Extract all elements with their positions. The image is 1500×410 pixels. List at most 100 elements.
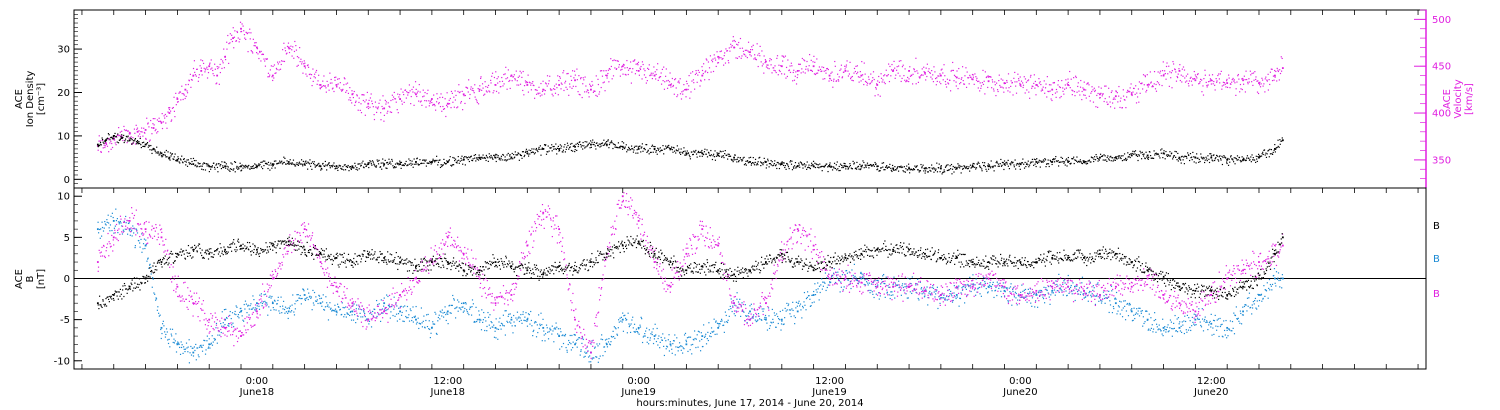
velocity-sample <box>908 80 910 83</box>
ion-density-sample <box>320 169 322 171</box>
ion-density-sample <box>987 168 990 170</box>
velocity-sample <box>305 73 307 75</box>
ion-density-point <box>876 165 879 168</box>
by-sample <box>704 335 706 337</box>
ion-density-sample <box>789 161 791 163</box>
ion-density-sample <box>459 160 461 162</box>
ion-density-sample <box>1157 153 1160 155</box>
by-sample <box>531 325 533 327</box>
ion-density-sample <box>485 154 487 157</box>
ion-density-sample <box>1054 158 1056 160</box>
ion-density-sample <box>324 165 326 168</box>
by-sample <box>169 346 171 348</box>
ion-density-sample <box>956 166 958 168</box>
velocity-sample <box>1144 74 1146 77</box>
ion-density-sample <box>918 171 920 173</box>
ion-density-sample <box>752 156 754 159</box>
by-sample <box>286 307 288 309</box>
ion-density-sample <box>841 167 843 169</box>
by-sample <box>674 354 676 356</box>
ion-density-sample <box>272 165 274 167</box>
ion-density-sample <box>572 145 574 148</box>
velocity-sample <box>766 64 768 66</box>
by-sample <box>648 329 650 331</box>
ion-density-sample <box>965 167 967 170</box>
ion-density-sample <box>1184 155 1186 157</box>
ion-density-sample <box>1124 157 1127 159</box>
ion-density-sample <box>679 151 681 153</box>
ion-density-sample <box>171 153 174 155</box>
by-sample <box>641 341 644 344</box>
by-sample <box>341 313 343 316</box>
by-sample <box>686 337 689 339</box>
velocity-sample <box>1144 76 1146 78</box>
ion-density-sample <box>599 146 601 148</box>
ion-density-sample <box>808 167 811 169</box>
ion-density-sample <box>369 160 371 162</box>
velocity-sample <box>556 87 558 89</box>
ion-density-sample <box>464 156 466 158</box>
velocity-sample <box>578 75 580 77</box>
by-sample <box>342 306 344 309</box>
ion-density-sample <box>1093 156 1096 158</box>
velocity-sample <box>206 77 209 79</box>
velocity-point <box>367 102 370 105</box>
velocity-sample <box>284 47 286 49</box>
ion-density-sample <box>343 164 345 166</box>
by-sample <box>532 335 534 337</box>
ion-density-sample <box>339 165 342 167</box>
ion-density-sample <box>1071 158 1073 160</box>
ion-density-sample <box>682 152 684 154</box>
ion-density-sample <box>229 170 231 173</box>
by-sample <box>375 299 378 302</box>
ion-density-sample <box>1193 156 1195 158</box>
by-sample <box>298 297 301 299</box>
by-sample <box>389 317 391 319</box>
ion-density-sample <box>1184 155 1187 157</box>
ion-density-sample <box>509 154 511 156</box>
ion-density-sample <box>208 171 210 173</box>
by-sample <box>421 322 423 324</box>
ion-density-sample <box>509 155 511 157</box>
by-sample <box>629 331 632 334</box>
velocity-sample <box>700 80 702 82</box>
by-sample <box>433 323 436 325</box>
velocity-sample <box>250 49 252 52</box>
ion-density-sample <box>1058 165 1060 167</box>
ion-density-sample <box>227 168 229 170</box>
ion-density-sample <box>1059 161 1061 163</box>
ion-density-sample <box>393 166 396 168</box>
velocity-sample <box>697 74 699 76</box>
ion-density-sample <box>1006 161 1008 163</box>
ion-density-sample <box>556 147 559 149</box>
ion-density-sample <box>912 168 915 170</box>
ion-density-sample <box>620 145 622 148</box>
by-sample <box>528 314 530 316</box>
by-sample <box>589 355 591 357</box>
by-sample <box>474 321 476 323</box>
ion-density-sample <box>368 162 370 164</box>
by-sample <box>321 305 323 307</box>
ion-density-sample <box>676 145 678 147</box>
velocity-sample <box>582 77 584 79</box>
ion-density-sample <box>730 158 732 161</box>
velocity-sample <box>289 47 291 50</box>
velocity-sample <box>256 48 259 50</box>
ion-density-sample <box>1093 158 1095 160</box>
ion-density-sample <box>1213 154 1215 156</box>
velocity-sample <box>463 93 465 95</box>
by-sample <box>138 240 140 242</box>
velocity-sample <box>657 63 659 65</box>
velocity-sample <box>357 109 359 111</box>
by-sample <box>703 324 705 326</box>
ion-density-sample <box>682 150 685 153</box>
velocity-sample <box>1183 69 1186 71</box>
ion-density-sample <box>220 167 223 170</box>
velocity-sample <box>1092 101 1095 103</box>
ion-density-point <box>717 154 720 157</box>
velocity-sample <box>640 65 642 68</box>
velocity-sample <box>280 63 282 66</box>
velocity-sample <box>717 62 720 64</box>
ion-density-sample <box>132 142 134 144</box>
ion-density-sample <box>594 145 596 147</box>
